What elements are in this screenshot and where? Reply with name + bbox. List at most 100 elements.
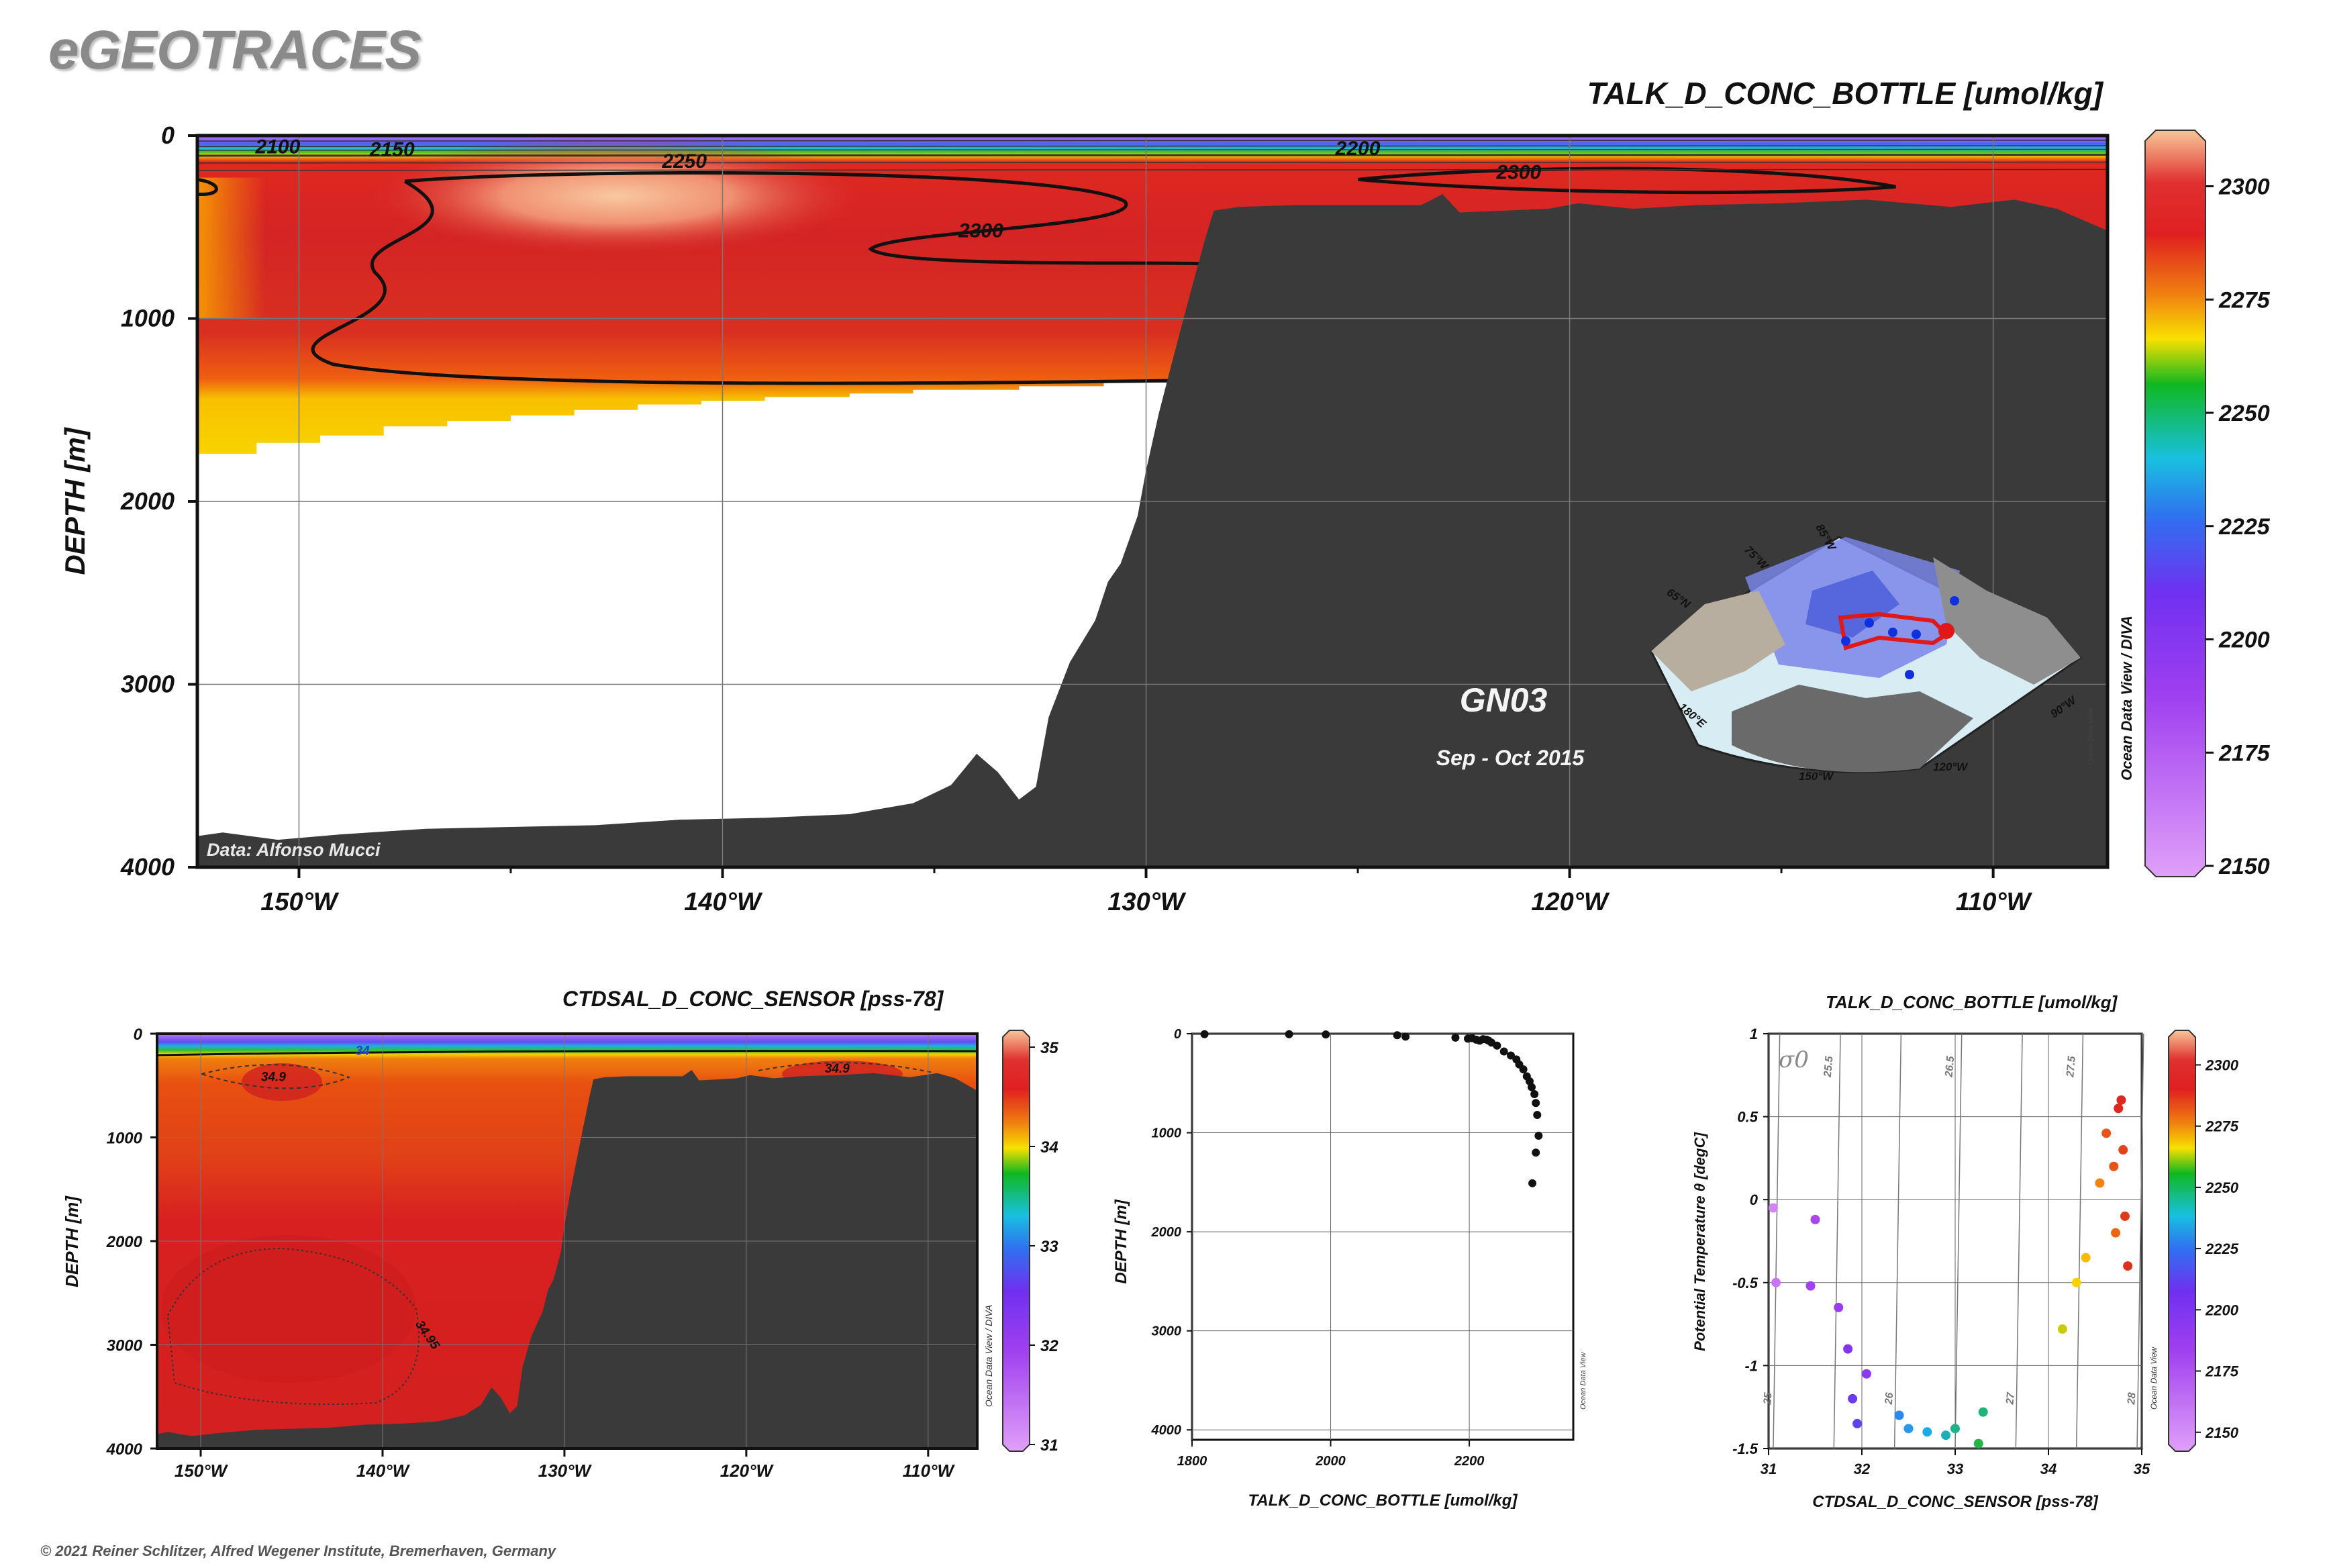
salinity-contour-label: 34.9 <box>261 1070 286 1084</box>
ts-chart-title: TALK_D_CONC_BOTTLE [umol/kg] <box>1826 992 2118 1012</box>
talk-colorbar-tick-label: 2175 <box>2218 740 2271 766</box>
inset-credit: Ocean Data View <box>2087 707 2095 765</box>
talk-contour-label: 2200 <box>1335 138 1381 160</box>
ts-x-axis-label: CTDSAL_D_CONC_SENSOR [pss-78] <box>1812 1493 2098 1511</box>
inset-label: 150°W <box>1799 770 1834 783</box>
ts-point <box>2118 1145 2128 1155</box>
talk-colorbar-credit: Ocean Data View / DIVA <box>2118 616 2135 781</box>
profile-point <box>1530 1090 1539 1099</box>
salinity-contour-label: 34.9 <box>825 1062 850 1076</box>
ts-isopycnal-label: 26.5 <box>1943 1055 1957 1079</box>
inset-abyssal-plain <box>1805 571 1899 638</box>
salinity-x-ticks: 150°W 140°W 130°W 120°W 110°W <box>175 1449 956 1481</box>
inset-label: 120°W <box>1933 761 1969 773</box>
talk-x-tick-label: 140°W <box>684 888 763 916</box>
talk-2300-contour-west <box>311 171 1201 385</box>
talk-colorbar-tick-label: 2150 <box>2218 854 2270 879</box>
talk-core-maximum <box>361 135 872 256</box>
ts-isopycnal-label: 25 <box>1762 1391 1775 1406</box>
talk-colorbar-tick-label: 2300 <box>2218 175 2270 200</box>
profile-point <box>1493 1041 1501 1050</box>
profile-point <box>1528 1179 1537 1187</box>
ts-point <box>1848 1393 1858 1404</box>
talk-contour-label: 2250 <box>661 150 707 173</box>
profile-x-ticks: 1800 2000 2200 <box>1177 1440 1485 1469</box>
ts-colorbar-tick-label: 2225 <box>2205 1240 2239 1257</box>
profile-y-tick-label: 0 <box>1174 1027 1181 1042</box>
ts-point <box>1903 1424 1914 1434</box>
ts-point <box>1843 1344 1853 1354</box>
salinity-y-ticks: 0 1000 2000 3000 4000 <box>106 1026 157 1459</box>
ts-point <box>1973 1438 1983 1449</box>
talk-y-tick-label: 4000 <box>120 853 175 881</box>
salinity-y-tick-label: 0 <box>134 1026 143 1044</box>
ts-y-tick-label: 0.5 <box>1737 1109 1758 1126</box>
ts-point <box>2109 1161 2119 1171</box>
ts-point <box>1922 1427 1932 1437</box>
salinity-colorbar-bar <box>1002 1030 1030 1452</box>
salinity-34-contour <box>156 1050 978 1057</box>
talk-colorbar: 2300 2275 2250 2225 2200 2175 2150 Ocean Data … <box>2118 130 2271 879</box>
profile-point <box>1534 1131 1543 1140</box>
profile-point <box>1532 1148 1540 1157</box>
ts-isopycnal-line <box>2015 1033 2023 1449</box>
salinity-colorbar-tick-label: 35 <box>1040 1039 1058 1057</box>
talk-x-tick-label: 150°W <box>260 888 340 916</box>
talk-y-tick-label: 1000 <box>121 305 175 332</box>
talk-colorbar-tick-label: 2225 <box>2218 514 2271 540</box>
ts-point <box>1852 1418 1863 1428</box>
talk-x-ticks: 150°W 140°W 130°W 120°W 110°W <box>260 867 2033 916</box>
salinity-34-95-contour <box>166 1247 419 1405</box>
ts-point <box>2114 1104 2124 1114</box>
ts-diagram-plot: 25 25.5 26 26.5 27 27.5 28 31 32 33 34 35 1 0.5 0 -0.… <box>1691 1026 2239 1511</box>
ts-y-axis-label: Potential Temperature θ [degC] <box>1691 1132 1708 1351</box>
salinity-34-9-contour-east <box>758 1062 934 1073</box>
ts-isopycnal-line <box>2136 1033 2144 1449</box>
inset-land-west <box>1651 591 1785 691</box>
talk-x-tick-label: 120°W <box>1531 888 1610 916</box>
talk-contour-label: 2300 <box>958 220 1003 242</box>
talk-x-tick-label: 130°W <box>1107 888 1187 916</box>
ts-colorbar-ticks: 2300 2275 2250 2225 2200 2175 2150 <box>2195 1057 2239 1441</box>
ts-colorbar-bar <box>2168 1030 2196 1452</box>
ts-point <box>1834 1302 1844 1312</box>
talk-y-tick-label: 3000 <box>121 671 175 698</box>
profile-point <box>1507 1051 1516 1060</box>
ts-isopycnal-line <box>1833 1033 1841 1449</box>
ts-point <box>1810 1214 1820 1224</box>
profile-gridlines <box>1191 1033 1573 1440</box>
profile-x-axis-label: TALK_D_CONC_BOTTLE [umol/kg] <box>1248 1491 1518 1510</box>
station-inset-map: 85°W 75°W 65°N 180°E 150°W 120°W 90°W Oc… <box>1650 522 2095 783</box>
talk-contour-label: 2300 <box>1495 162 1541 184</box>
ts-point <box>2123 1261 2133 1271</box>
talk-colorbar-tick-label: 2250 <box>2218 401 2270 426</box>
sigma-label: σ0 <box>1779 1046 1809 1073</box>
ts-isopycnal-label: 25.5 <box>1822 1055 1836 1079</box>
profile-x-tick-label: 1800 <box>1177 1454 1207 1469</box>
ts-point <box>1771 1277 1781 1287</box>
salinity-chart-title: CTDSAL_D_CONC_SENSOR [pss-78] <box>562 987 944 1011</box>
ts-x-tick-label: 35 <box>2134 1461 2150 1477</box>
ts-point <box>1978 1407 1988 1417</box>
salinity-y-axis-label: DEPTH [m] <box>62 1195 82 1287</box>
inset-station-current <box>1938 623 1954 639</box>
salinity-colorbar-tick-label: 32 <box>1040 1337 1058 1355</box>
ts-point <box>2095 1178 2105 1188</box>
talk-profile-plot: 1800 2000 2200 0 1000 2000 3000 4000 TALK_D_CO… <box>1112 1027 1587 1510</box>
salinity-x-tick-label: 110°W <box>903 1461 956 1481</box>
talk-contour-labels: 2100 2150 2250 2200 2300 2300 <box>255 136 1542 242</box>
talk-y-axis-label: DEPTH [m] <box>59 426 91 575</box>
ts-point <box>1805 1281 1816 1291</box>
profile-x-tick-label: 2200 <box>1454 1454 1485 1469</box>
main-chart-title: TALK_D_CONC_BOTTLE [umol/kg] <box>1587 76 2103 111</box>
ts-point <box>2057 1324 2067 1334</box>
ts-colorbar-tick-label: 2250 <box>2205 1179 2239 1196</box>
ts-point <box>2071 1277 2081 1287</box>
salinity-x-tick-label: 150°W <box>175 1461 229 1481</box>
profile-y-tick-label: 2000 <box>1151 1225 1182 1240</box>
salinity-seafloor <box>157 1070 977 1449</box>
data-credit: Data: Alfonso Mucci <box>207 840 381 860</box>
talk-x-tick-label: 110°W <box>1956 888 2033 916</box>
talk-seafloor <box>197 194 2108 867</box>
